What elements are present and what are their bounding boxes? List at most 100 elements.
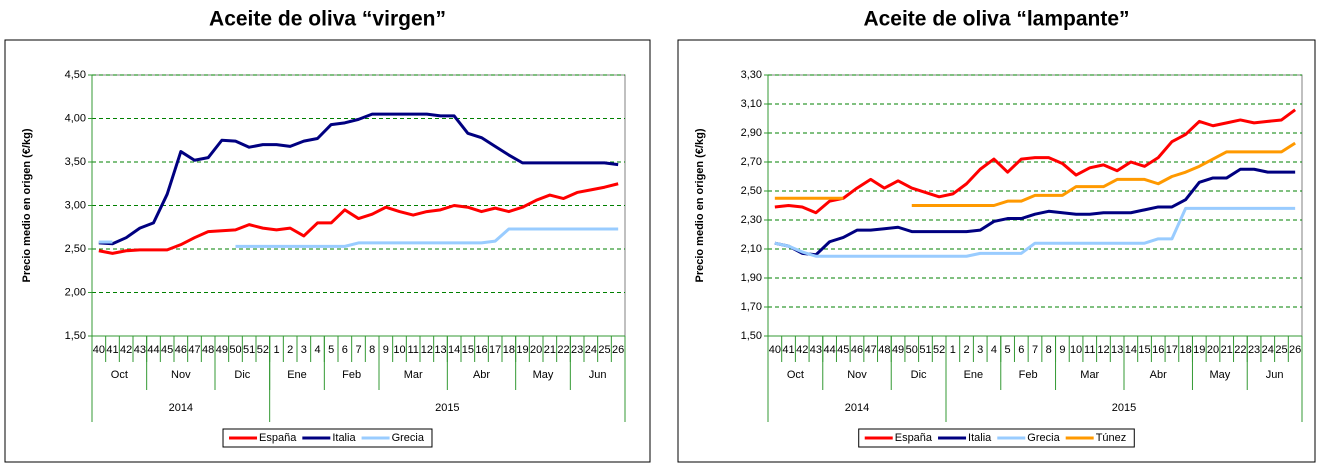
x-tick-label: 47 xyxy=(865,344,877,356)
chart: Aceite de oliva “virgen” 1,50 2,00 2,50 3,00… xyxy=(4,8,651,463)
x-tick-label: 47 xyxy=(188,344,200,356)
x-tick-label: 16 xyxy=(1152,344,1164,356)
x-tick-label: 10 xyxy=(393,344,405,356)
series-line xyxy=(774,167,1296,257)
x-tick-label: 19 xyxy=(1193,344,1205,356)
x-tick-label: 21 xyxy=(1221,344,1233,356)
x-tick-label: 11 xyxy=(1084,344,1095,356)
y-tick-label: 2,50 xyxy=(65,243,86,255)
x-tick-label: 19 xyxy=(516,344,528,356)
months-label: Feb xyxy=(1019,369,1038,381)
x-tick-label: 12 xyxy=(421,344,433,356)
x-tick-label: 8 xyxy=(1046,344,1052,356)
y-tick-label: 2,70 xyxy=(741,156,762,168)
legend-label: España xyxy=(259,432,297,444)
x-tick-label: 17 xyxy=(489,344,501,356)
x-tick-label: 25 xyxy=(1275,344,1287,356)
months-label: Dic xyxy=(234,369,250,381)
x-tick-label: 15 xyxy=(1138,344,1150,356)
months-label: Ene xyxy=(287,369,307,381)
x-tick-label: 40 xyxy=(769,344,781,356)
x-tick-label: 7 xyxy=(1032,344,1038,356)
x-tick-label: 6 xyxy=(1018,344,1024,356)
x-tick-label: 48 xyxy=(202,344,214,356)
x-tick-label: 18 xyxy=(503,344,515,356)
x-tick-label: 22 xyxy=(557,344,569,356)
months-label: Jun xyxy=(589,369,607,381)
x-tick-label: 18 xyxy=(1179,344,1191,356)
y-tick-label: 3,50 xyxy=(65,156,86,168)
x-tick-label: 16 xyxy=(475,344,487,356)
x-tick-label: 24 xyxy=(585,344,597,356)
months-label: Feb xyxy=(342,369,361,381)
x-tick-label: 41 xyxy=(782,344,794,356)
x-tick-label: 14 xyxy=(448,344,460,356)
chart: Aceite de oliva “lampante” 1,50 1,70 1,90 2,… xyxy=(677,8,1316,463)
chart-title: Aceite de oliva “virgen” xyxy=(209,8,446,31)
x-tick-label: 10 xyxy=(1070,344,1082,356)
x-tick-label: 5 xyxy=(1005,344,1011,356)
years-label: 2014 xyxy=(169,402,193,414)
series-line xyxy=(98,182,619,255)
x-tick-label: 52 xyxy=(933,344,945,356)
months-label: May xyxy=(1209,369,1230,381)
x-tick-label: 44 xyxy=(147,344,159,356)
x-tick-label: 25 xyxy=(598,344,610,356)
y-tick-label: 1,70 xyxy=(741,301,762,313)
x-tick-label: 2 xyxy=(963,344,969,356)
y-tick-label: 1,50 xyxy=(65,330,86,342)
months-label: Nov xyxy=(847,369,867,381)
legend: España Italia Grecia Túnez xyxy=(858,428,1135,448)
x-tick-label: 14 xyxy=(1125,344,1137,356)
x-tick-label: 49 xyxy=(892,344,904,356)
y-tick-label: 3,10 xyxy=(741,98,762,110)
legend-label: Túnez xyxy=(1096,432,1127,444)
y-tick-label: 2,90 xyxy=(741,127,762,139)
chart-frame xyxy=(4,39,651,463)
months-label: Jun xyxy=(1266,369,1284,381)
x-tick-label: 6 xyxy=(342,344,348,356)
y-tick-label: 2,10 xyxy=(741,243,762,255)
x-tick-label: 40 xyxy=(93,344,105,356)
x-tick-label: 1 xyxy=(273,344,279,356)
x-tick-label: 12 xyxy=(1097,344,1109,356)
x-tick-label: 9 xyxy=(383,344,389,356)
months-label: Dic xyxy=(911,369,927,381)
x-tick-label: 23 xyxy=(1248,344,1260,356)
y-tick-label: 3,30 xyxy=(741,69,762,81)
months-label: Abr xyxy=(473,369,490,381)
x-tick-label: 8 xyxy=(369,344,375,356)
legend-box xyxy=(858,428,1135,448)
months-label: Abr xyxy=(1150,369,1167,381)
x-tick-label: 20 xyxy=(530,344,542,356)
x-tick-label: 24 xyxy=(1262,344,1274,356)
series-line xyxy=(98,112,619,246)
series-line xyxy=(98,227,619,248)
legend-label: Grecia xyxy=(1027,432,1060,444)
y-axis-title: Precio medio en origen (€/kg) xyxy=(21,128,33,282)
y-tick-label: 4,50 xyxy=(65,69,86,81)
x-tick-label: 45 xyxy=(837,344,849,356)
legend-label: Italia xyxy=(332,432,356,444)
x-tick-label: 50 xyxy=(906,344,918,356)
y-tick-label: 3,00 xyxy=(65,199,86,211)
x-tick-label: 43 xyxy=(810,344,822,356)
months-label: Ene xyxy=(964,369,984,381)
legend: España Italia Grecia xyxy=(222,428,433,448)
chart-frame xyxy=(677,39,1316,463)
x-tick-label: 46 xyxy=(175,344,187,356)
x-tick-label: 11 xyxy=(407,344,418,356)
legend-label: Grecia xyxy=(392,432,425,444)
x-tick-label: 7 xyxy=(355,344,361,356)
x-tick-label: 52 xyxy=(257,344,269,356)
x-tick-label: 51 xyxy=(919,344,931,356)
months-label: May xyxy=(533,369,554,381)
x-tick-label: 5 xyxy=(328,344,334,356)
legend-label: España xyxy=(895,432,933,444)
series-line xyxy=(774,108,1297,215)
x-tick-label: 13 xyxy=(1111,344,1123,356)
x-tick-label: 26 xyxy=(1289,344,1301,356)
y-tick-label: 2,30 xyxy=(741,214,762,226)
